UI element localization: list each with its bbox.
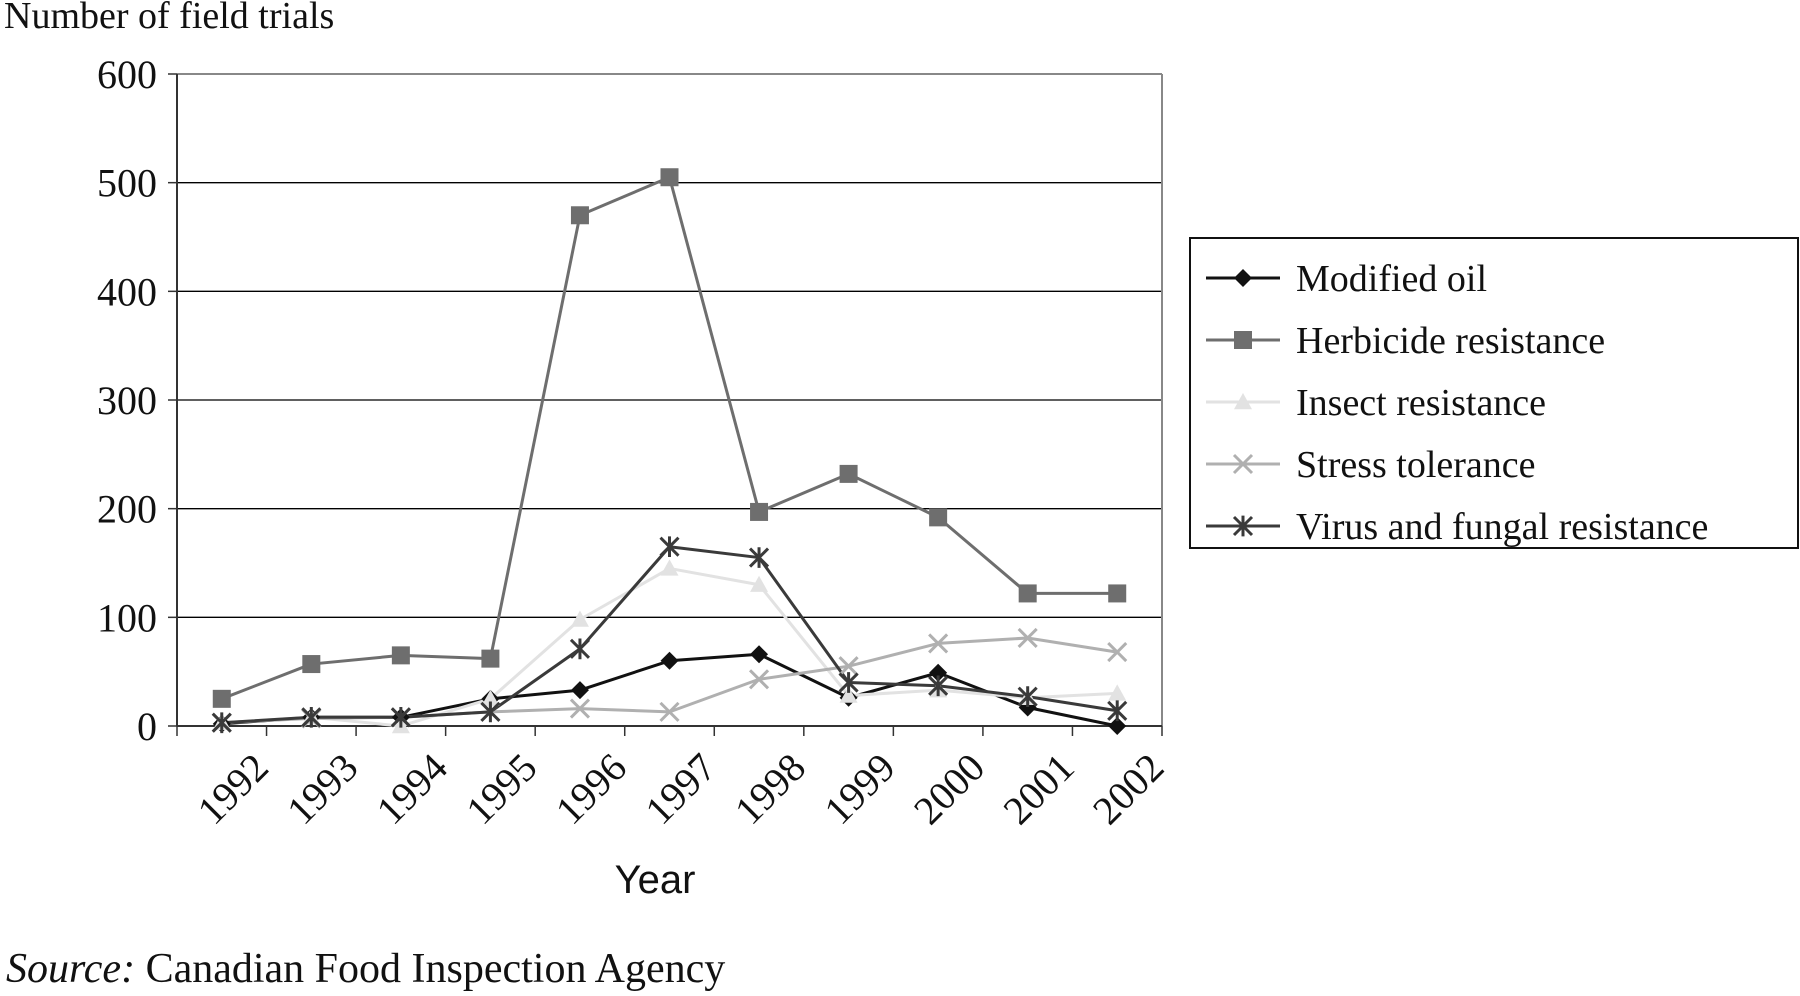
x-marker [1232,453,1254,475]
triangle-marker [1234,393,1252,410]
star-marker [928,675,949,697]
diamond-marker [570,681,589,700]
diamond-marker [660,651,679,670]
x-tick-label: 1995 [457,745,545,833]
square-marker [570,206,589,225]
line-chart: Number of field trials 0 100 200 300 400 500 6… [4,0,1799,902]
y-tick-label: 0 [137,704,157,749]
square-marker [212,689,231,708]
diamond-marker [929,663,948,682]
star-marker [748,547,770,568]
x-marker [659,701,680,722]
x-marker [928,633,949,654]
square-marker [302,655,321,674]
star-marker [1232,515,1254,537]
y-tick-label: 600 [97,52,157,97]
y-tick-labels: 0 100 200 300 400 500 600 [97,52,157,749]
star-marker [1107,700,1128,722]
source-text: Canadian Food Inspection Agency [145,946,726,992]
axes [168,73,1163,736]
star-marker [301,706,322,728]
x-tick-label: 1997 [636,745,724,833]
square-marker [750,502,769,521]
x-tick-label: 1993 [278,745,366,833]
series-lines [221,175,1118,728]
legend-label: Modified oil [1296,258,1487,300]
legend-label: Insect resistance [1296,382,1546,424]
star-marker [659,536,680,558]
diamond-marker [1234,269,1252,287]
triangle-marker [1108,684,1127,701]
series-line [221,566,1118,728]
legend-label: Stress tolerance [1296,444,1536,486]
x-tick-label: 2002 [1084,745,1172,833]
triangle-marker [750,575,769,592]
y-tick-label: 400 [97,269,157,314]
x-tick-label: 1998 [726,745,814,833]
triangle-marker [839,686,858,703]
star-marker [569,638,591,660]
diamond-marker [1108,717,1127,735]
x-tick-label: 2001 [994,745,1082,833]
square-marker [929,508,948,527]
star-marker [1017,686,1038,708]
square-marker [481,649,500,668]
legend-label: Virus and fungal resistance [1296,506,1708,548]
y-tick-label: 200 [97,487,157,532]
star-marker [838,672,859,693]
diamond-marker [750,645,769,664]
y-tick-label: 300 [97,378,157,423]
y-axis-label: Number of field trials [4,0,334,37]
x-tick-label: 1992 [189,745,277,833]
series-line [221,175,1118,701]
x-tick-label: 1999 [815,745,903,833]
square-marker [391,646,410,665]
x-marker [1017,627,1038,649]
x-tick-label: 2000 [905,745,993,833]
square-marker [660,168,679,187]
star-marker [211,712,232,734]
square-marker [1234,331,1252,349]
square-marker [1018,584,1037,603]
x-tick-labels: 1992 1993 1994 1995 1996 1997 1998 1999 2000 2001… [189,745,1173,833]
triangle-marker [481,689,500,707]
source-note: Source: Canadian Food Inspection Agency [6,945,725,993]
legend-label: Herbicide resistance [1296,320,1605,362]
x-marker [569,698,591,719]
x-marker [838,656,859,677]
triangle-marker [570,610,589,627]
triangle-marker [660,559,679,576]
source-prefix: Source: [6,946,136,992]
y-tick-label: 500 [97,161,157,206]
star-marker [480,701,501,723]
x-marker [1107,642,1128,663]
gridlines [177,73,1162,618]
x-axis-label: Year [615,858,696,902]
square-marker [839,464,858,483]
x-marker [748,669,770,690]
y-tick-label: 100 [97,595,157,640]
legend-box [1189,237,1799,549]
series-markers [211,168,1128,735]
legend: Modified oil Herbicide resistance Insect r… [1189,237,1799,549]
star-marker [390,706,411,728]
x-tick-label: 1994 [368,745,456,833]
square-marker [1108,584,1127,603]
x-tick-label: 1996 [547,745,635,833]
